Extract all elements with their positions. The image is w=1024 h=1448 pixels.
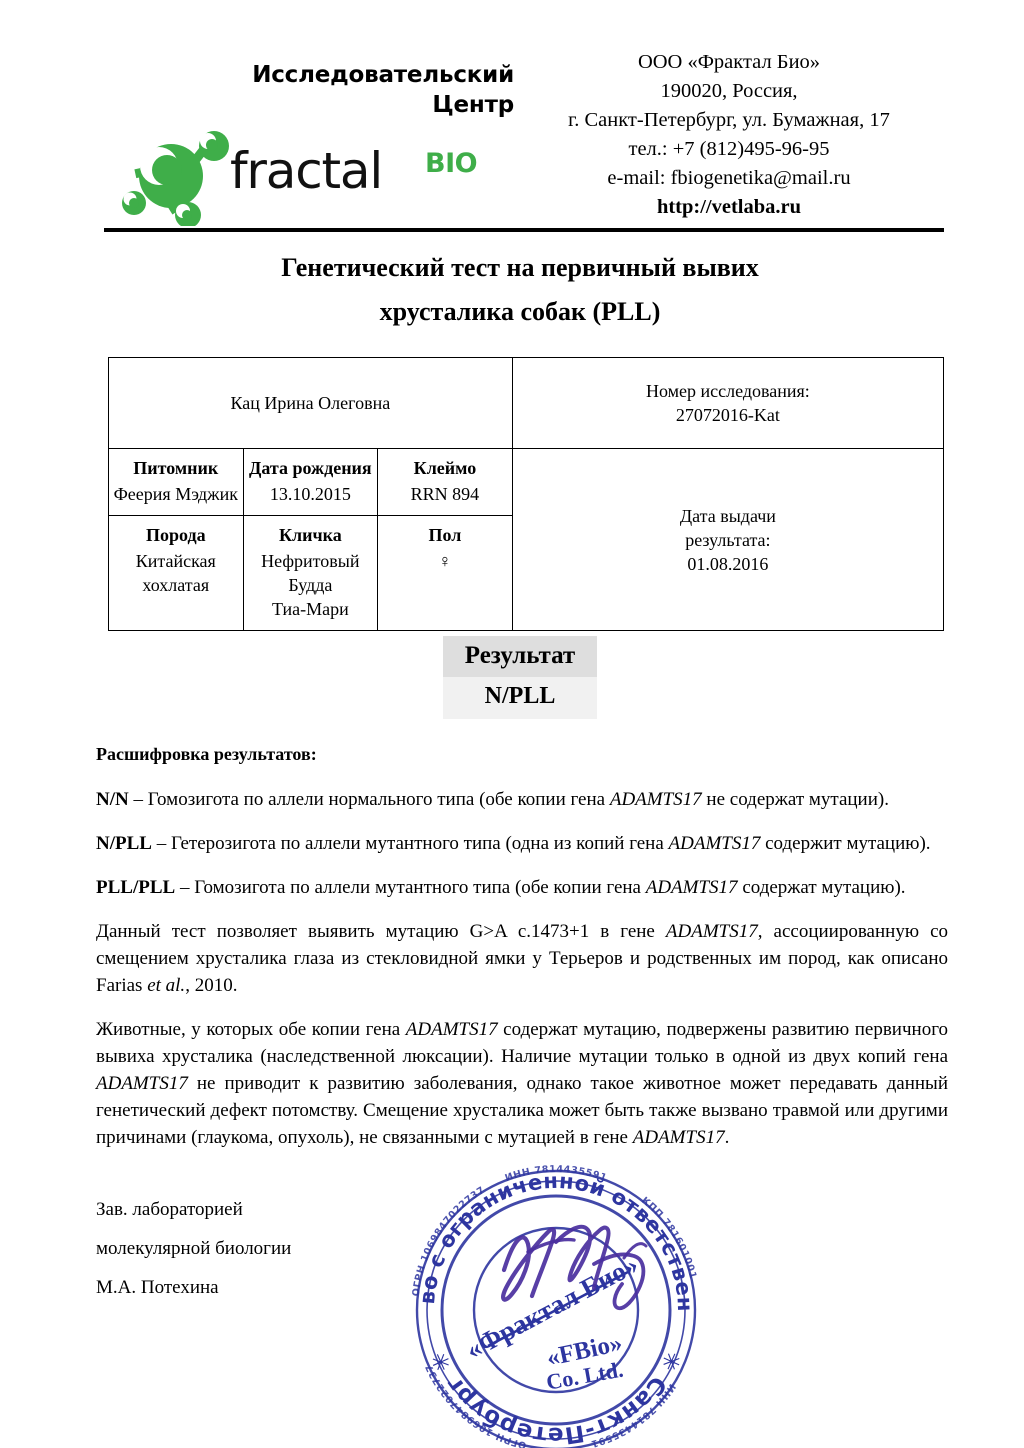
legend-text-pllpll-before: – Гомозигота по аллели мутантного типа (… <box>175 877 646 898</box>
page-title-line1: Генетический тест на первичный вывих <box>281 253 759 282</box>
study-number-value: 27072016-Kat <box>675 405 780 425</box>
issue-date-value: 01.08.2016 <box>687 553 769 574</box>
owner-name-cell: Кац Ирина Олеговна <box>108 357 513 449</box>
company-website[interactable]: http://vetlaba.ru <box>656 196 802 218</box>
signature-block: Зав. лабораторией молекулярной биологии … <box>96 1190 426 1307</box>
tattoo-value: RRN 894 <box>377 481 513 516</box>
disease-text-part2: содержат мутацию, подвержены развитию пе… <box>96 1019 949 1067</box>
company-address: г. Санкт-Петербург, ул. Бумажная, 17 <box>568 109 890 131</box>
disease-text-part4: . <box>724 1127 730 1148</box>
table-row-owner: Кац Ирина Олеговна Номер исследования: 2… <box>108 357 945 449</box>
header-divider <box>104 228 944 232</box>
birthdate-header: Дата рождения <box>242 448 379 481</box>
legend-code-nn: N/N <box>96 789 129 810</box>
signatory-position-line1: Зав. лабораторией <box>96 1199 243 1220</box>
legend-text-pllpll-after: содержат мутацию). <box>737 877 906 898</box>
result-value: N/PLL <box>443 677 597 719</box>
table-row-headers-1: Питомник Дата рождения Клеймо Дата выдач… <box>108 448 945 631</box>
disease-text-part3: не приводит к развитию заболевания, одна… <box>96 1073 948 1148</box>
breed-value: Китайская хохлатая <box>108 548 244 631</box>
interpretation-heading: Расшифровка результатов: <box>96 744 317 764</box>
birthdate-value: 13.10.2015 <box>242 481 379 516</box>
company-contact-block: ООО «Фрактал Био» 190020, Россия, г. Сан… <box>514 48 944 222</box>
study-number-cell: Номер исследования: 27072016-Kat <box>511 357 945 449</box>
mutation-text-part3: , 2010. <box>185 975 238 996</box>
handwritten-signature <box>501 1224 648 1311</box>
mutation-text-part1: Данный тест позволяет выявить мутацию G>… <box>96 921 666 942</box>
table-row-headers-2: Порода Кличка Пол <box>108 515 944 548</box>
interpretation-section: Расшифровка результатов: N/N – Гомозигот… <box>96 742 948 1168</box>
page-title-line2: хрусталика собак (PLL) <box>379 297 661 326</box>
gene-name: ADAMTS17 <box>632 1127 725 1148</box>
company-legal-name: ООО «Фрактал Био» <box>637 51 821 73</box>
legend-code-pllpll: PLL/PLL <box>96 877 176 898</box>
dogname-value-line2: Тиа-Мари <box>271 599 349 619</box>
kennel-header: Питомник <box>108 448 244 481</box>
research-center-name: Исследовательский Центр <box>164 60 514 120</box>
citation-et-al: et al. <box>147 975 186 996</box>
company-email: e-mail: fbiogenetika@mail.ru <box>607 167 851 189</box>
disease-text-part1: Животные, у которых обе копии гена <box>96 1019 406 1040</box>
document-header: Исследовательский Центр <box>104 48 944 230</box>
official-seal-stamp: ИНН 7814435591 ОГРН 1069847022737 КПП 78… <box>396 1160 716 1448</box>
breed-header: Порода <box>108 515 244 548</box>
legend-text-nn-before: – Гомозигота по аллели нормального типа … <box>128 789 610 810</box>
legend-text-npll-after: содержит мутацию). <box>760 833 931 854</box>
research-center-name-line1: Исследовательский <box>252 62 514 88</box>
issue-date-label-line2: результата: <box>685 529 771 550</box>
table-row-values-1: Феерия Мэджик 13.10.2015 RRN 894 <box>108 481 944 516</box>
legend-text-nn-after: не содержат мутации). <box>701 789 889 810</box>
company-postal-code: 190020, Россия, <box>660 80 798 102</box>
legend-item-nn: N/N – Гомозигота по аллели нормального т… <box>96 786 948 813</box>
header-left-branding: Исследовательский Центр <box>104 48 524 230</box>
gene-name: ADAMTS17 <box>96 1073 188 1094</box>
mutation-text-part2: , ассоциированную со смещением хрусталик… <box>96 921 948 996</box>
gene-name: ADAMTS17 <box>405 1019 498 1040</box>
result-label: Результат <box>443 636 597 677</box>
research-center-name-line2: Центр <box>432 92 514 118</box>
animal-info-table: Кац Ирина Олеговна Номер исследования: 2… <box>108 357 945 631</box>
paragraph-mutation-description: Данный тест позволяет выявить мутацию G>… <box>96 918 948 999</box>
logo-bio-suffix: BIO <box>425 148 478 179</box>
gene-name: ADAMTS17 <box>645 877 738 898</box>
signatory-name: М.А. Потехина <box>96 1277 219 1298</box>
dogname-value-line1: Нефритовый Будда <box>261 551 360 595</box>
sex-value: ♀ <box>377 548 513 631</box>
molecule-icon <box>122 126 240 228</box>
issue-date-cell: Дата выдачи результата: 01.08.2016 <box>511 448 945 631</box>
dogname-value: Нефритовый Будда Тиа-Мари <box>242 548 379 631</box>
gene-name: ADAMTS17 <box>609 789 702 810</box>
result-block: Результат N/PLL <box>443 636 597 719</box>
legend-item-npll: N/PLL – Гетерозигота по аллели мутантног… <box>96 830 948 857</box>
legend-code-npll: N/PLL <box>96 833 152 854</box>
signatory-position-line2: молекулярной биологии <box>96 1238 292 1259</box>
page-title: Генетический тест на первичный вывих хру… <box>140 246 900 334</box>
logo-wordmark: fractal <box>230 142 383 200</box>
paragraph-disease-description: Животные, у которых обе копии гена ADAMT… <box>96 1016 948 1151</box>
kennel-value: Феерия Мэджик <box>108 481 244 516</box>
legend-item-pllpll: PLL/PLL – Гомозигота по аллели мутантног… <box>96 874 948 901</box>
gene-name: ADAMTS17 <box>668 833 761 854</box>
dogname-header: Кличка <box>242 515 379 548</box>
tattoo-header: Клеймо <box>377 448 513 481</box>
table-row-values-2: Китайская хохлатая Нефритовый Будда Тиа-… <box>108 548 944 631</box>
legend-text-npll-before: – Гетерозигота по аллели мутантного типа… <box>151 833 669 854</box>
study-number-label: Номер исследования: <box>645 381 810 401</box>
company-logo: fractal BIO <box>122 126 478 228</box>
issue-date-label-line1: Дата выдачи <box>679 505 776 526</box>
sex-header: Пол <box>377 515 513 548</box>
gene-name: ADAMTS17 <box>665 921 758 942</box>
company-phone: тел.: +7 (812)495-96-95 <box>628 138 830 160</box>
